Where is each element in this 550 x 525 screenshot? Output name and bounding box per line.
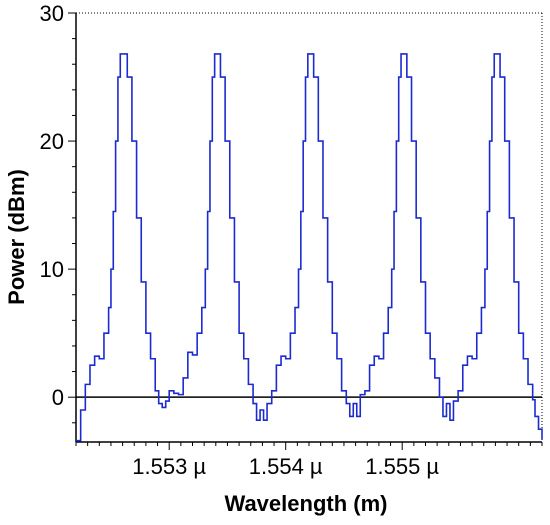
plot-frame (75, 12, 543, 443)
series-line (76, 53, 543, 442)
x-axis-ticks: 1.553 µ 1.554 µ 1.555 µ (75, 442, 543, 479)
y-tick-label: 20 (40, 129, 64, 154)
x-tick-label: 1.553 µ (132, 454, 206, 479)
series-group (76, 53, 543, 442)
x-axis-title: Wavelength (m) (225, 491, 388, 516)
y-tick-label: 0 (52, 385, 64, 410)
y-axis-ticks: 0 10 20 30 (40, 1, 76, 424)
x-tick-label: 1.554 µ (249, 454, 323, 479)
y-tick-label: 30 (40, 1, 64, 26)
y-tick-label: 10 (40, 257, 64, 282)
y-axis-title: Power (dBm) (4, 169, 29, 305)
x-tick-label: 1.555 µ (365, 454, 439, 479)
